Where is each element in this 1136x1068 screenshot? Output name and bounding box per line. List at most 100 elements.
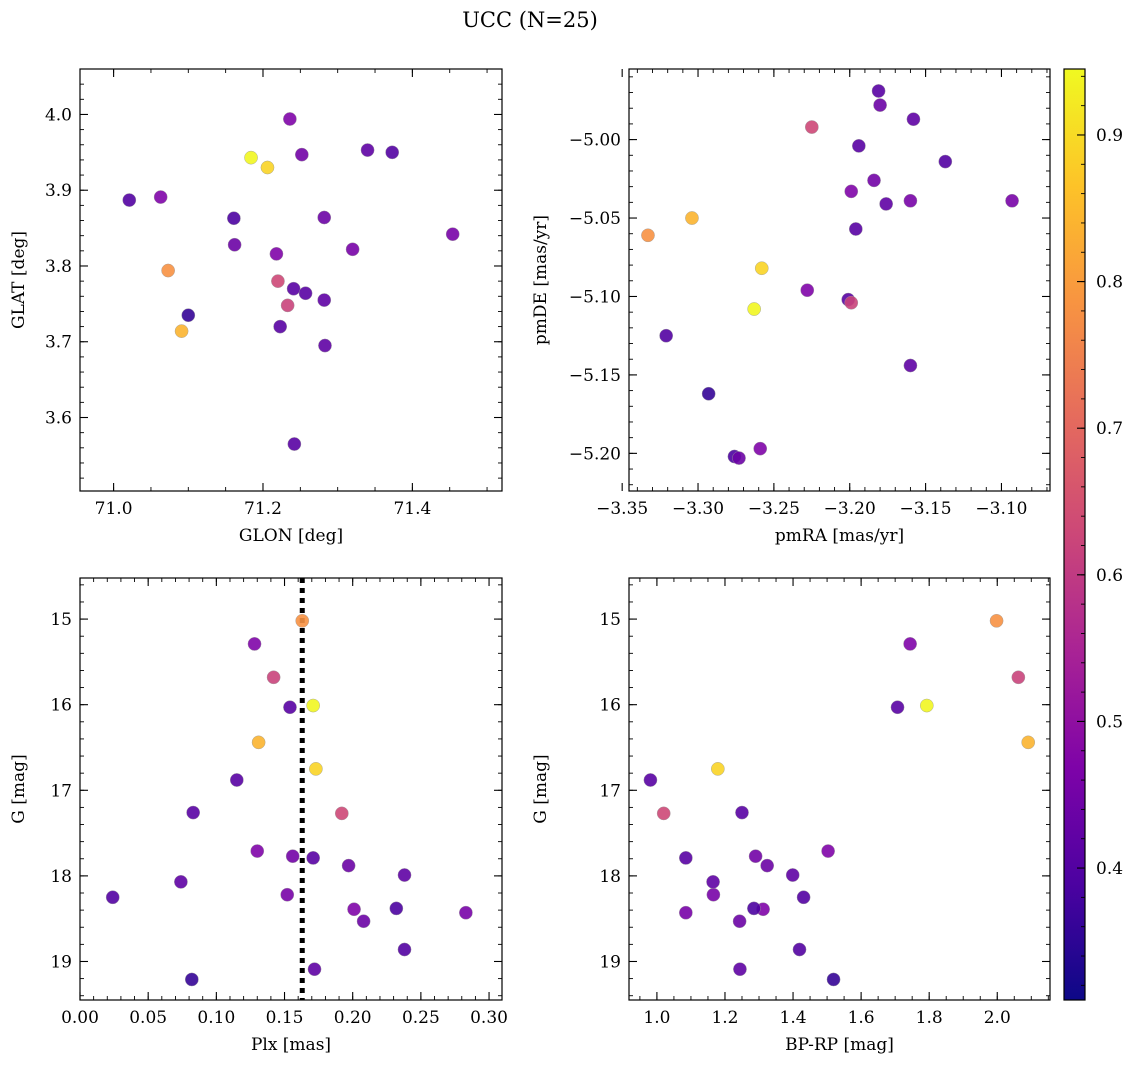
y-tick-label: 3.9 <box>45 181 72 201</box>
x-tick-label: 0.15 <box>266 1008 304 1028</box>
colorbar-tick-label: 0.4 <box>1096 859 1123 879</box>
y-tick-label: −5.20 <box>569 444 621 464</box>
data-point <box>385 145 400 160</box>
colorbar-tick-label: 0.8 <box>1096 273 1123 293</box>
data-point <box>445 227 460 241</box>
y-tick-label: −5.00 <box>569 131 621 151</box>
data-point <box>826 972 841 987</box>
data-point <box>903 637 917 651</box>
panels: 71.0 71.2 71.4 3.6 3.7 3.8 3.9 4.0 GLON [deg] GLA… <box>9 68 1051 1055</box>
y-tick-label: 3.6 <box>45 409 72 429</box>
data-point <box>706 875 720 889</box>
data-point <box>251 735 266 750</box>
data-point <box>796 890 811 905</box>
data-point <box>679 905 693 920</box>
data-point <box>347 902 361 917</box>
minor-ticks <box>629 578 1050 1000</box>
data-points <box>105 613 473 987</box>
data-point <box>919 698 934 713</box>
y-tick-label: 16 <box>50 696 72 716</box>
data-point <box>306 851 320 865</box>
data-point <box>397 942 412 957</box>
data-point <box>389 901 404 916</box>
data-point <box>733 962 747 976</box>
scatter-panel-2: −3.35 −3.30 −3.25 −3.20 −3.15 −3.10 −5.20 −5.15… <box>531 68 1051 546</box>
data-point <box>1021 735 1036 750</box>
data-point <box>360 143 375 157</box>
data-point <box>227 237 242 252</box>
colorbar-tick-label: 0.9 <box>1096 126 1123 146</box>
x-tick-label: 1.6 <box>848 1008 875 1028</box>
data-point <box>785 868 800 882</box>
data-point <box>285 849 300 863</box>
data-point <box>871 84 886 98</box>
data-point <box>1005 193 1019 208</box>
x-tick-label: −3.15 <box>900 499 952 519</box>
y-tick-label: 15 <box>50 610 72 630</box>
data-point <box>306 698 320 713</box>
data-point <box>185 972 199 987</box>
data-point <box>659 328 673 343</box>
data-point <box>800 283 815 297</box>
y-tick-label: 3.7 <box>45 333 72 353</box>
data-point <box>879 197 893 211</box>
data-point <box>732 451 746 465</box>
data-point <box>174 324 189 338</box>
x-tick-label: 1.4 <box>780 1008 807 1028</box>
y-tick-label: 17 <box>50 781 72 801</box>
data-point <box>711 762 725 776</box>
x-tick-label: −3.35 <box>596 499 648 519</box>
data-point <box>685 211 699 225</box>
x-tick-label: 71.0 <box>95 499 133 519</box>
y-axis-label: GLAT [deg] <box>9 231 29 329</box>
axes-frame <box>628 68 1051 492</box>
y-tick-label: −5.15 <box>569 366 621 386</box>
data-point <box>280 887 295 902</box>
axes-frame <box>79 68 503 492</box>
data-point <box>247 637 262 651</box>
data-point <box>747 901 761 916</box>
data-point <box>706 887 721 902</box>
data-point <box>989 613 1004 628</box>
data-point <box>266 670 281 685</box>
data-point <box>334 806 349 821</box>
data-point <box>760 858 774 873</box>
data-point <box>283 112 297 126</box>
y-tick-label: 18 <box>599 867 621 887</box>
minor-ticks <box>80 68 502 491</box>
data-points <box>122 112 460 451</box>
y-tick-label: 4.0 <box>45 105 72 125</box>
y-tick-label: −5.05 <box>569 209 621 229</box>
x-tick-label: 1.2 <box>711 1008 738 1028</box>
colorbar-tick-label: 0.6 <box>1096 566 1123 586</box>
scatter-panel-3: 0.00 0.05 0.10 0.15 0.20 0.25 0.30 15 16 17 18 19 Pl… <box>9 577 508 1055</box>
data-point <box>286 281 301 296</box>
data-point <box>280 298 295 313</box>
x-tick-label: 0.30 <box>470 1008 508 1028</box>
data-point <box>153 190 168 204</box>
data-point <box>298 286 313 301</box>
data-point <box>287 437 302 451</box>
data-points <box>643 613 1036 987</box>
data-point <box>903 193 918 208</box>
data-point <box>318 338 332 353</box>
data-point <box>844 184 859 199</box>
data-point <box>844 295 859 310</box>
data-point <box>679 851 693 865</box>
data-point <box>317 210 332 225</box>
y-axis-label: pmDE [mas/yr] <box>531 215 551 345</box>
colorbar-tick-label: 0.7 <box>1096 419 1123 439</box>
y-tick-label: 17 <box>599 781 621 801</box>
data-point <box>701 386 716 401</box>
y-tick-label: 15 <box>599 610 621 630</box>
data-point <box>805 120 819 134</box>
data-point <box>732 914 747 929</box>
data-point <box>244 150 258 165</box>
data-point <box>890 700 905 715</box>
y-axis-label: G [mag] <box>531 754 551 823</box>
data-point <box>122 193 137 207</box>
y-tick-label: −5.10 <box>569 287 621 307</box>
x-tick-label: −3.25 <box>748 499 800 519</box>
x-tick-label: 71.4 <box>393 499 431 519</box>
